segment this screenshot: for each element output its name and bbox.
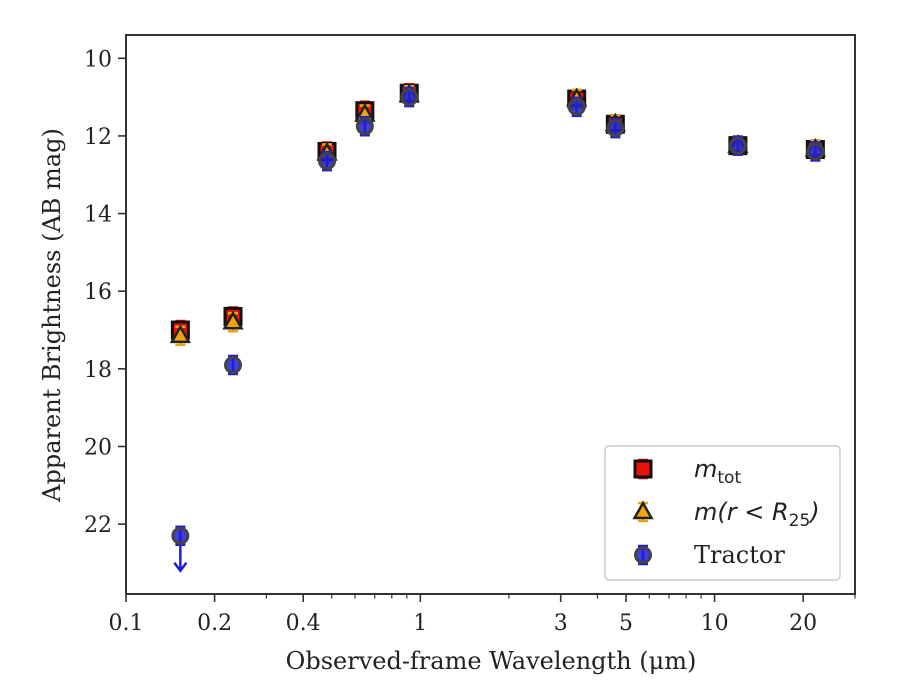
series-mtot xyxy=(170,82,825,341)
x-tick-label: 3 xyxy=(554,611,568,636)
tractor-point xyxy=(318,152,337,171)
legend-label: mtot xyxy=(694,455,741,488)
y-tick-label: 20 xyxy=(84,435,112,460)
tractor-point xyxy=(606,119,625,138)
legend-entry: mtot xyxy=(633,455,741,488)
legend-marker xyxy=(633,459,653,479)
y-tick-label: 14 xyxy=(84,203,112,228)
legend-label: Tractor xyxy=(694,541,785,569)
tractor-upper-limit-arrowhead xyxy=(173,562,188,573)
x-tick-label: 20 xyxy=(789,611,817,636)
series-m-r25 xyxy=(169,83,827,347)
tractor-point xyxy=(567,97,586,116)
y-tick-label: 16 xyxy=(84,280,112,305)
tractor-point xyxy=(355,117,374,136)
tractor-point xyxy=(224,355,243,374)
tractor-point xyxy=(400,88,419,107)
tractor-point xyxy=(728,136,747,155)
x-tick-label: 0.4 xyxy=(286,611,321,636)
x-tick-label: 0.1 xyxy=(109,611,144,636)
legend-marker xyxy=(632,500,654,520)
legend-entry: Tractor xyxy=(634,541,785,569)
tractor-point xyxy=(171,526,190,545)
m-r25-point xyxy=(222,310,244,330)
y-tick-label: 12 xyxy=(84,125,112,150)
x-tick-label: 1 xyxy=(413,611,427,636)
tractor-point xyxy=(806,142,825,161)
x-axis-title: Observed-frame Wavelength (μm) xyxy=(286,647,697,675)
legend-label: m(r < R25) xyxy=(694,498,820,531)
y-tick-label: 22 xyxy=(84,513,112,538)
y-tick-label: 18 xyxy=(84,358,112,383)
legend-entry: m(r < R25) xyxy=(632,498,820,531)
x-tick-label: 5 xyxy=(619,611,633,636)
data-markers xyxy=(169,82,827,573)
y-axis-title: Apparent Brightness (AB mag) xyxy=(38,128,66,503)
x-tick-label: 0.2 xyxy=(197,611,232,636)
m-r25-point xyxy=(169,324,191,344)
legend: mtot m(r < R25) Tractor xyxy=(604,445,841,581)
series-tractor xyxy=(171,86,825,573)
x-tick-label: 10 xyxy=(701,611,729,636)
y-axis: 10 12 14 16 18 20 22 xyxy=(84,47,126,538)
plot-frame xyxy=(125,34,856,595)
x-axis: 0.1 0.2 0.4 1 3 5 10 20 xyxy=(109,594,856,636)
y-tick-label: 10 xyxy=(84,47,112,72)
legend-box xyxy=(604,445,841,581)
legend-marker xyxy=(634,546,652,564)
plot-area xyxy=(125,34,856,595)
